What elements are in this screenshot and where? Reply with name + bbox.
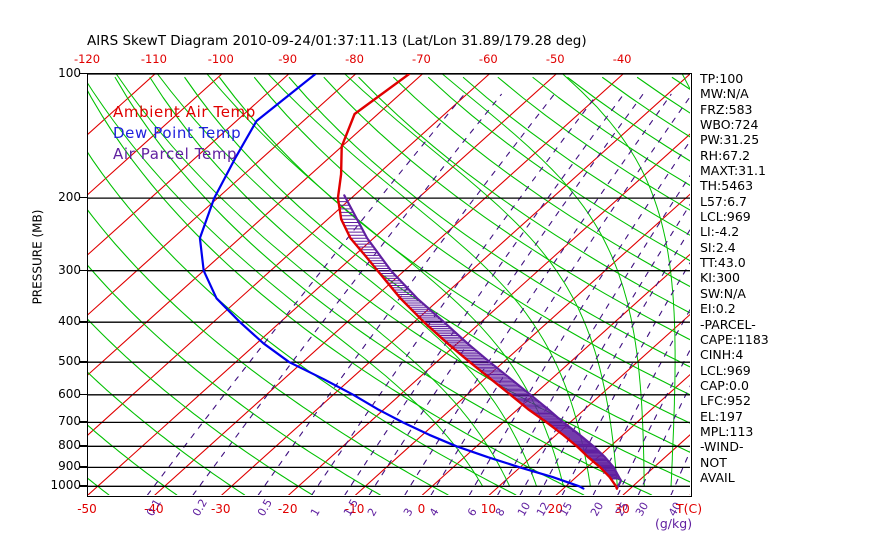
pressure-tick-6: 700 [58,414,81,429]
parameter-row-11: SI:2.4 [700,239,736,255]
mixing-ratio-tick-3: 1 [307,505,323,519]
mixing-ratio-unit-label: (g/kg) [655,516,693,531]
parameter-row-24: -WIND- [700,439,744,455]
parameter-row-25: NOT [700,454,727,470]
parameter-row-5: RH:67.2 [700,147,751,163]
temperature-unit-label: T(C) [676,501,703,516]
pressure-tick-5: 600 [58,386,81,401]
parameter-row-19: LCL:969 [700,362,751,378]
pressure-tick-8: 900 [58,459,81,474]
sounding-parameters-panel: TP:100 MW:N/A FRZ:583 WBO:724 PW:31.25 RH:67.… [700,71,868,485]
legend-dew-point-temp: Dew Point Temp [113,124,242,142]
parameter-row-3: WBO:724 [700,117,759,133]
pressure-tick-2: 300 [58,262,81,277]
pressure-tick-9: 1000 [50,478,81,493]
top-temp-tick-2: -100 [207,52,234,66]
mixing-ratio-tick-7: 4 [426,505,442,519]
bottom-temp-tick-4: -10 [344,502,365,516]
bottom-temp-tick-0: -50 [77,502,97,516]
pressure-tick-mark-7 [80,445,87,447]
parameter-row-23: MPL:113 [700,423,754,439]
legend-ambient-air-temp: Ambient Air Temp [113,103,256,121]
pressure-tick-mark-1 [80,197,87,199]
mixing-ratio-tick-5: 2 [365,505,380,519]
top-temp-tick-4: -80 [345,52,364,66]
parameter-row-21: LFC:952 [700,393,751,409]
bottom-temp-tick-1: -40 [144,502,164,516]
pressure-tick-mark-8 [80,466,87,468]
parameter-row-4: PW:31.25 [700,132,760,148]
mixing-ratio-tick-2: 0.5 [254,496,275,519]
top-temp-tick-8: -40 [612,52,632,66]
legend-air-parcel-temp: Air Parcel Temp [113,145,238,163]
top-temp-tick-0: -120 [73,52,101,66]
pressure-tick-3: 400 [58,314,81,329]
pressure-tick-mark-6 [80,421,87,423]
bottom-temp-tick-3: -20 [277,502,298,516]
parameter-row-14: SW:N/A [700,285,746,301]
pressure-tick-mark-0 [80,73,87,75]
bottom-temp-tick-7: 20 [547,502,563,516]
parameter-row-18: CINH:4 [700,347,744,363]
parameter-row-2: FRZ:583 [700,101,753,117]
mixing-ratio-tick-1: 0.2 [189,496,210,519]
top-temp-tick-6: -60 [478,52,498,66]
pressure-tick-4: 500 [58,354,81,369]
mixing-ratio-tick-9: 8 [493,505,508,519]
parameter-row-9: LCL:969 [700,209,751,225]
page-title: AIRS SkewT Diagram 2010-09-24/01:37:11.1… [87,33,587,49]
pressure-tick-mark-2 [80,269,87,272]
parameter-row-12: TT:43.0 [700,255,746,271]
parameter-row-22: EL:197 [700,408,743,424]
mixing-ratio-tick-10: 10 [515,499,534,519]
skewt-plot-area [87,73,692,497]
parameter-row-0: TP:100 [700,71,744,86]
pressure-tick-7: 800 [58,438,81,453]
parameter-row-16: -PARCEL- [700,316,756,332]
parameter-row-6: MAXT:31.1 [700,163,766,179]
pressure-axis-label: PRESSURE (MB) [30,209,45,305]
bottom-temp-tick-6: 10 [480,502,496,516]
parameter-row-20: CAP:0.0 [700,377,749,393]
parameter-row-26: AVAIL [700,469,735,485]
skewt-canvas [88,74,690,495]
pressure-tick-mark-3 [80,321,87,323]
top-temp-tick-3: -90 [278,52,298,66]
mixing-ratio-tick-13: 20 [588,499,607,519]
bottom-temp-tick-5: 0 [417,502,426,516]
mixing-ratio-tick-6: 3 [400,505,416,519]
parameter-row-17: CAPE:1183 [700,331,769,347]
top-temp-tick-5: -70 [412,52,431,66]
bottom-temp-tick-2: -30 [210,502,231,516]
pressure-tick-mark-9 [80,485,87,487]
parameter-row-1: MW:N/A [700,86,749,102]
mixing-ratio-tick-8: 6 [464,505,480,519]
pressure-tick-1: 200 [58,190,81,205]
pressure-tick-0: 100 [58,66,81,80]
bottom-temp-tick-8: 30 [614,502,630,516]
parameter-row-13: KI:300 [700,270,740,286]
top-temp-tick-1: -110 [140,52,167,66]
parameter-row-7: TH:5463 [700,178,754,194]
top-temp-tick-7: -50 [545,52,565,66]
mixing-ratio-tick-15: 30 [633,499,652,519]
pressure-tick-mark-4 [80,361,87,363]
parameter-row-15: EI:0.2 [700,301,736,317]
pressure-tick-mark-5 [80,393,87,396]
parameter-row-10: LI:-4.2 [700,224,740,240]
parameter-row-8: L57:6.7 [700,193,747,209]
